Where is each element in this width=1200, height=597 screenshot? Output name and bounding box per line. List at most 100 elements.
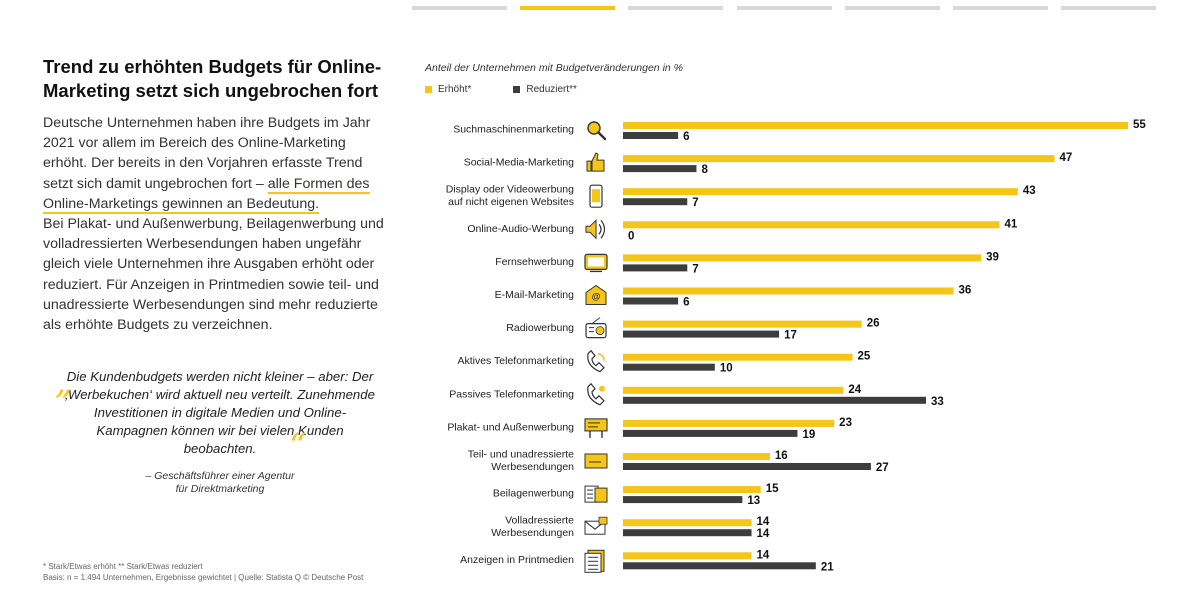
value-label-increased: 47: [1060, 152, 1073, 164]
newspaper-icon: [584, 485, 608, 503]
addressed-letter-icon: [584, 516, 608, 535]
value-label-increased: 55: [1133, 119, 1146, 131]
progress-segment: [1061, 6, 1157, 10]
svg-text:@: @: [592, 292, 601, 302]
email-icon: @: [585, 284, 607, 305]
bar-reduced: [623, 198, 688, 206]
value-label-reduced: 0: [628, 230, 634, 242]
progress-segment: [844, 6, 940, 10]
chart-row: Beilagenwerbung 15 13: [493, 483, 779, 507]
bar-increased: [623, 287, 954, 295]
bar-increased: [623, 453, 770, 460]
bar-reduced: [623, 429, 798, 437]
value-label-increased: 15: [766, 483, 779, 495]
value-label-reduced: 21: [821, 561, 834, 573]
chart-row: Passives Telefonmarketing 24 33: [449, 382, 944, 408]
progress-segment: [953, 6, 1048, 10]
value-label-increased: 43: [1023, 185, 1036, 197]
legend-swatch-reduced: [513, 86, 521, 93]
bar-reduced: [623, 363, 715, 371]
chart-row: Aktives Telefonmarketing 25 10: [457, 349, 871, 375]
category-label: Anzeigen in Printmedien: [460, 554, 574, 566]
progress-segment: [412, 6, 507, 10]
value-label-increased: 41: [1004, 218, 1017, 230]
progress-indicator: [412, 6, 1158, 10]
bar-increased: [623, 353, 853, 361]
footnote-source: Basis: n = 1.494 Unternehmen, Ergebnisse…: [43, 573, 364, 582]
value-label-reduced: 27: [876, 462, 889, 474]
envelope-icon: [584, 453, 608, 469]
value-label-reduced: 7: [692, 197, 698, 209]
page-title: Trend zu erhöhten Budgets für Online- Ma…: [43, 55, 393, 103]
bar-increased: [623, 188, 1018, 196]
bar-increased: [623, 254, 982, 262]
value-label-reduced: 19: [802, 429, 815, 441]
bar-reduced: [623, 562, 816, 570]
chart-row: Social-Media-Marketing 47 8: [464, 152, 1073, 176]
bar-reduced: [623, 297, 679, 305]
bar-reduced: [623, 264, 688, 272]
value-label-increased: 14: [757, 549, 770, 561]
category-label: auf nicht eigenen Websites: [448, 196, 574, 208]
category-label: Display oder Videowerbung: [446, 183, 574, 195]
bar-increased: [623, 486, 761, 494]
value-label-increased: 14: [757, 516, 770, 528]
quote-open-icon: „: [55, 362, 73, 402]
category-label: Beilagenwerbung: [493, 488, 574, 500]
category-label: Suchmaschinenmarketing: [453, 124, 574, 136]
category-label: Werbesendungen: [491, 527, 574, 539]
progress-segment: [736, 6, 832, 10]
radio-icon: [585, 317, 607, 339]
bar-reduced: [623, 330, 780, 338]
body-paragraph-1: Deutsche Unternehmen haben ihre Budgets …: [43, 113, 393, 214]
value-label-increased: 24: [848, 384, 861, 396]
text-column: Trend zu erhöhten Budgets für Online- Ma…: [43, 55, 393, 335]
title-line-2: Marketing setzt sich ungebrochen fort: [43, 80, 379, 101]
category-label: Passives Telefonmarketing: [449, 388, 574, 400]
highlighted-text: alle Formen des Online-Marketings gewinn…: [43, 175, 370, 214]
chart-row: Radiowerbung 26 17: [506, 317, 880, 342]
document-icon: [584, 549, 605, 573]
value-label-reduced: 33: [931, 396, 944, 408]
value-label-reduced: 7: [692, 263, 698, 275]
bar-increased: [623, 519, 752, 527]
value-label-increased: 16: [775, 450, 788, 462]
chart-row: Plakat- und Außenwerbung 23 19: [447, 417, 852, 441]
category-label: Aktives Telefonmarketing: [457, 355, 574, 367]
bar-increased: [623, 552, 752, 560]
value-label-reduced: 8: [701, 164, 708, 176]
value-label-increased: 23: [839, 417, 852, 429]
bar-reduced: [623, 496, 743, 504]
legend-item-reduced: Reduziert**: [513, 84, 577, 95]
magnifier-icon: [587, 121, 607, 141]
body-text-part: Deutsche Unternehmen haben ihre Budgets …: [43, 115, 371, 192]
value-label-reduced: 6: [683, 131, 689, 143]
footnote: * Stark/Etwas erhöht ** Stark/Etwas redu…: [43, 561, 363, 583]
value-label-reduced: 13: [747, 495, 760, 507]
quote-block: „ Die Kundenbudgets werden nicht kleiner…: [55, 362, 385, 496]
bar-reduced: [623, 463, 871, 470]
bar-reduced: [623, 396, 926, 404]
body-text: Deutsche Unternehmen haben ihre Budgets …: [43, 113, 393, 335]
body-paragraph-2: Bei Plakat- und Außenwerbung, Beilagenwe…: [43, 216, 384, 334]
quote-text: Die Kundenbudgets werden nicht kleiner –…: [65, 369, 375, 456]
thumbs-up-icon: [586, 152, 605, 172]
category-label: Radiowerbung: [506, 322, 574, 334]
category-label: E-Mail-Marketing: [495, 289, 575, 301]
chart-row: Suchmaschinenmarketing 55 6: [453, 119, 1146, 143]
bar-reduced: [623, 529, 752, 537]
progress-segment: [520, 6, 616, 10]
legend-label-reduced: Reduziert**: [526, 84, 577, 95]
bar-increased: [623, 386, 844, 394]
speaker-icon: [585, 219, 606, 240]
value-label-increased: 36: [959, 285, 972, 297]
category-label: Volladressierte: [505, 514, 574, 526]
chart-row: Fernsehwerbung 39 7: [495, 251, 999, 275]
bar-reduced: [623, 132, 679, 139]
category-label: Werbesendungen: [491, 461, 574, 473]
value-label-increased: 25: [858, 351, 871, 363]
